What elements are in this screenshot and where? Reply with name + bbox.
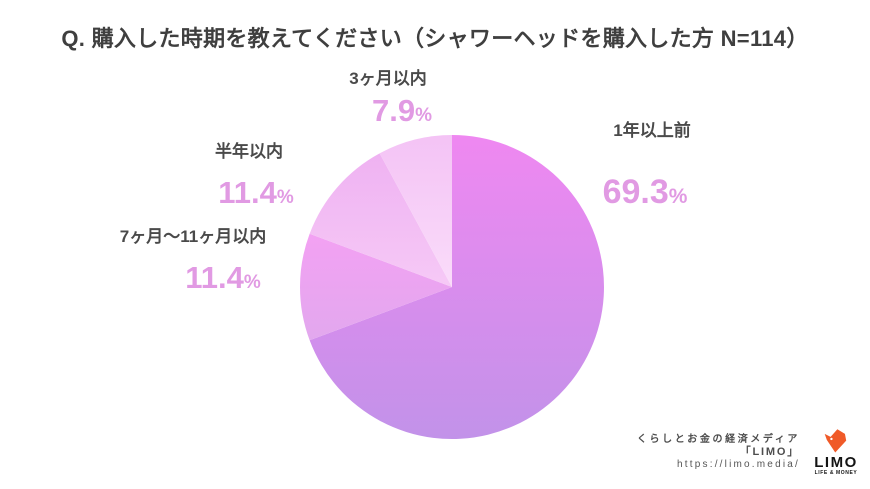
pie-slice-3 [379, 135, 452, 287]
credit-block: くらしとお金の経済メディア 「LIMO」 https://limo.media/… [637, 428, 863, 477]
fox-icon [824, 429, 846, 453]
pie-slice-1 [299, 233, 452, 341]
slice-label: 半年以内 [215, 142, 283, 161]
percent-sign: % [415, 105, 432, 126]
pie-slice-0 [309, 135, 604, 439]
slice-value-number: 11.4 [185, 260, 244, 295]
pie-chart [298, 133, 606, 441]
slice-label-group-half-year: 半年以内 11.4% [199, 143, 299, 215]
credit-brand: 「LIMO」 [739, 446, 800, 458]
slice-value-number: 11.4 [218, 175, 277, 210]
slice-value: 7.9% [352, 94, 452, 133]
percent-sign: % [668, 185, 688, 208]
credit-media-name: くらしとお金の経済メディア [636, 434, 800, 445]
logo-tagline: LIFE & MONEY [814, 470, 858, 476]
pie-chart-svg [299, 135, 604, 439]
credit-url: https://limo.media/ [677, 459, 800, 470]
percent-sign: % [276, 187, 294, 208]
slice-value-number: 7.9 [371, 93, 416, 128]
slice-value-number: 69.3 [602, 173, 669, 211]
limo-logo: LIMO LIFE & MONEY [809, 428, 863, 477]
slice-value: 11.4% [133, 261, 313, 300]
chart-title: Q. 購入した時期を教えてください（シャワーヘッドを購入した方 N=114） [61, 26, 809, 51]
pie-slice-2 [309, 153, 452, 287]
slice-label-group-over-1-year: 1年以上前 69.3% [592, 122, 712, 216]
slice-label-group-7-to-11-months: 7ヶ月～11ヶ月以内 11.4% [103, 228, 283, 300]
percent-sign: % [243, 272, 261, 293]
slice-label-group-3-months: 3ヶ月以内 7.9% [338, 70, 438, 133]
slice-label: 3ヶ月以内 [349, 69, 427, 88]
slice-value: 69.3% [585, 173, 705, 216]
slice-label: 7ヶ月～11ヶ月以内 [119, 227, 267, 246]
logo-wordmark: LIMO [814, 454, 858, 471]
credit-text: くらしとお金の経済メディア 「LIMO」 https://limo.media/ [637, 434, 800, 471]
slice-label: 1年以上前 [613, 121, 691, 140]
slice-value: 11.4% [206, 176, 306, 215]
